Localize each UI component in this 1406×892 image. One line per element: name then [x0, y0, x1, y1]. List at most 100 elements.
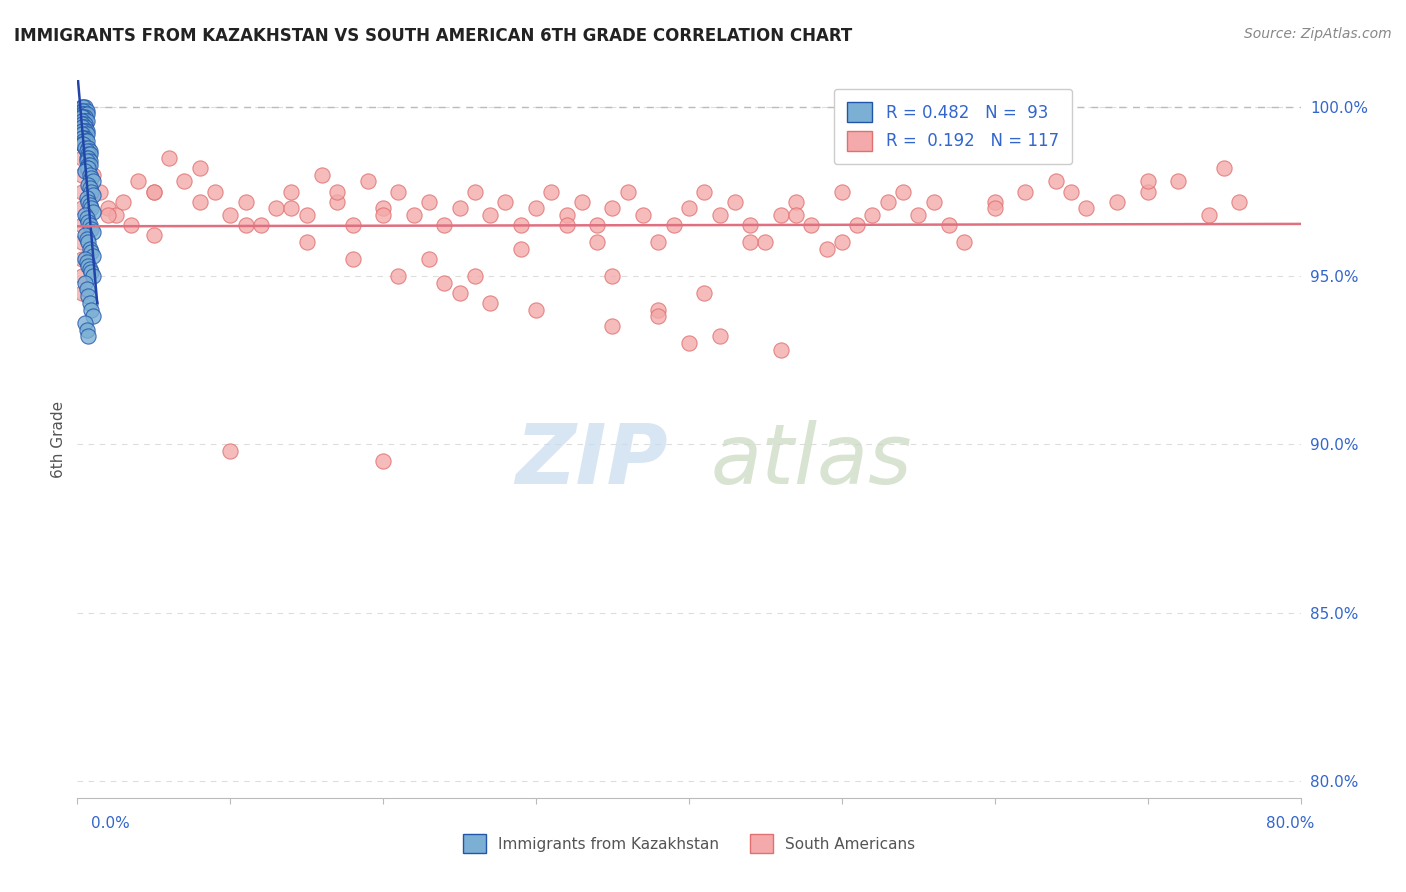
Point	[235, 219, 257, 233]
Point	[72, 111, 94, 125]
Text: atlas: atlas	[710, 420, 912, 501]
Point	[79, 242, 101, 256]
Point	[785, 194, 807, 209]
Point	[73, 164, 96, 178]
Point	[97, 202, 120, 216]
Point	[876, 194, 898, 209]
Point	[72, 120, 94, 135]
Point	[188, 161, 211, 175]
Point	[922, 194, 945, 209]
Point	[76, 134, 98, 148]
Point	[76, 161, 98, 175]
Point	[724, 194, 747, 209]
Point	[555, 208, 578, 222]
Point	[70, 130, 93, 145]
Point	[70, 168, 93, 182]
Point	[586, 219, 609, 233]
Point	[127, 174, 149, 188]
Point	[678, 202, 700, 216]
Point	[449, 202, 471, 216]
Point	[72, 103, 94, 118]
Point	[79, 147, 101, 161]
Point	[173, 174, 195, 188]
Point	[891, 185, 914, 199]
Text: IMMIGRANTS FROM KAZAKHSTAN VS SOUTH AMERICAN 6TH GRADE CORRELATION CHART: IMMIGRANTS FROM KAZAKHSTAN VS SOUTH AMER…	[14, 27, 852, 45]
Point	[76, 127, 98, 141]
Point	[120, 219, 142, 233]
Point	[235, 194, 257, 209]
Point	[693, 285, 716, 300]
Point	[219, 444, 242, 458]
Point	[76, 107, 98, 121]
Point	[70, 219, 93, 233]
Point	[602, 202, 624, 216]
Point	[464, 185, 486, 199]
Point	[73, 228, 96, 243]
Point	[82, 268, 104, 283]
Point	[571, 194, 593, 209]
Point	[76, 113, 98, 128]
Point	[72, 100, 94, 114]
Point	[709, 329, 731, 343]
Point	[76, 191, 98, 205]
Point	[72, 113, 94, 128]
Point	[740, 235, 762, 249]
Point	[1167, 174, 1189, 188]
Point	[73, 141, 96, 155]
Point	[80, 171, 103, 186]
Point	[586, 235, 609, 249]
Point	[73, 208, 96, 222]
Point	[418, 252, 440, 266]
Point	[326, 185, 349, 199]
Point	[509, 219, 531, 233]
Point	[157, 151, 180, 165]
Point	[72, 130, 94, 145]
Point	[846, 219, 869, 233]
Point	[740, 219, 762, 233]
Point	[371, 208, 394, 222]
Point	[953, 235, 976, 249]
Point	[1076, 202, 1098, 216]
Point	[938, 219, 960, 233]
Point	[631, 208, 654, 222]
Point	[70, 151, 93, 165]
Point	[188, 194, 211, 209]
Point	[79, 219, 101, 233]
Point	[77, 259, 100, 273]
Point	[82, 168, 104, 182]
Point	[73, 252, 96, 266]
Text: 80.0%: 80.0%	[1267, 816, 1315, 831]
Point	[73, 130, 96, 145]
Point	[311, 168, 333, 182]
Text: Source: ZipAtlas.com: Source: ZipAtlas.com	[1244, 27, 1392, 41]
Point	[479, 208, 502, 222]
Point	[70, 202, 93, 216]
Point	[142, 185, 165, 199]
Point	[73, 113, 96, 128]
Point	[72, 137, 94, 152]
Point	[79, 262, 101, 277]
Point	[82, 310, 104, 324]
Point	[1014, 185, 1036, 199]
Point	[524, 202, 547, 216]
Point	[524, 302, 547, 317]
Point	[76, 154, 98, 169]
Point	[82, 187, 104, 202]
Point	[76, 323, 98, 337]
Point	[815, 242, 838, 256]
Point	[1136, 185, 1159, 199]
Text: ZIP: ZIP	[515, 420, 668, 501]
Point	[387, 268, 409, 283]
Point	[82, 225, 104, 239]
Point	[280, 185, 302, 199]
Point	[77, 141, 100, 155]
Point	[1060, 185, 1083, 199]
Point	[70, 107, 93, 121]
Point	[73, 100, 96, 114]
Point	[80, 245, 103, 260]
Point	[907, 208, 929, 222]
Point	[80, 265, 103, 279]
Point	[662, 219, 685, 233]
Point	[76, 124, 98, 138]
Point	[862, 208, 884, 222]
